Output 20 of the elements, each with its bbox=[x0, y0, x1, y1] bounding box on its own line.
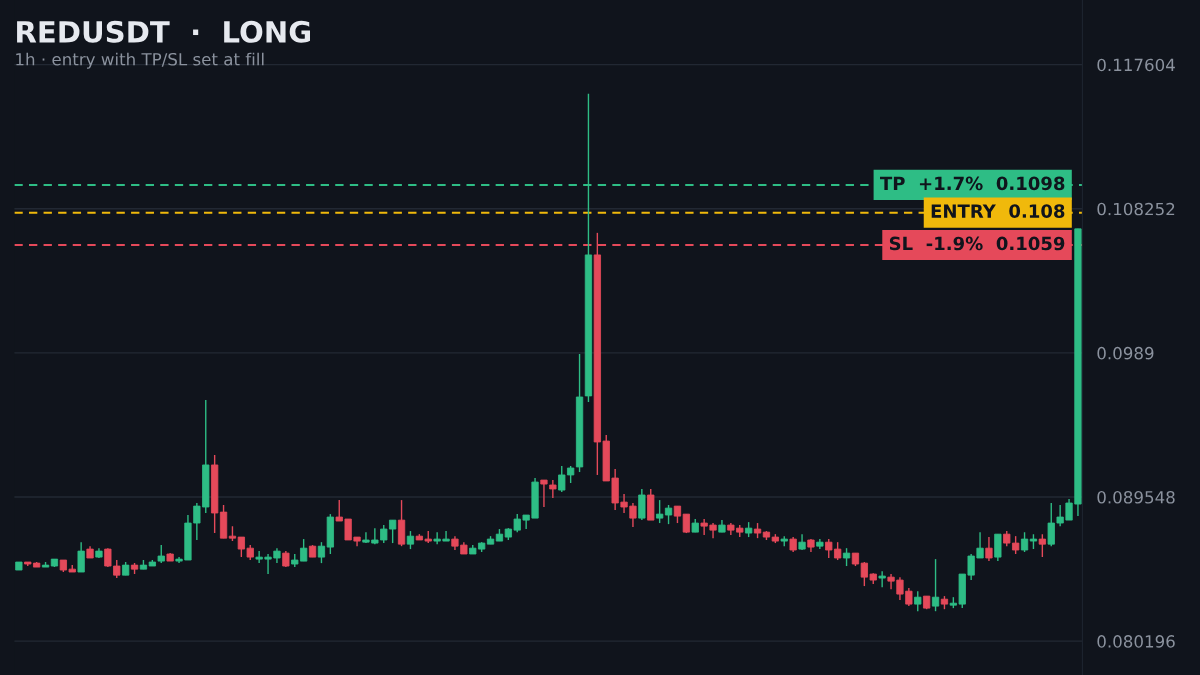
y-tick-label: 0.080196 bbox=[1097, 635, 1175, 648]
candlestick bbox=[77, 541, 85, 573]
candlestick bbox=[406, 530, 415, 550]
candlestick bbox=[994, 533, 1002, 562]
candlestick bbox=[638, 488, 646, 521]
candlestick bbox=[1038, 533, 1046, 558]
candlestick bbox=[931, 558, 940, 612]
ref-line-label: TP +1.7% 0.1098 bbox=[880, 176, 1065, 191]
ref-line-label: SL -1.9% 0.1059 bbox=[889, 236, 1065, 251]
y-tick-label: 0.089548 bbox=[1097, 491, 1175, 504]
ref-line-label: ENTRY 0.108 bbox=[931, 204, 1065, 218]
y-tick-label: 0.117604 bbox=[1097, 58, 1175, 72]
candlestick bbox=[878, 570, 886, 588]
candlestick bbox=[985, 536, 993, 562]
text: 1h · entry with TP/SL set at fill bbox=[16, 52, 264, 69]
candlestick bbox=[914, 590, 922, 612]
text: REDUSDT · LONG bbox=[17, 20, 311, 43]
candlestick bbox=[1020, 531, 1029, 553]
y-tick-label: 0.0989 bbox=[1097, 346, 1154, 360]
y-tick-label: 0.108252 bbox=[1097, 202, 1175, 216]
